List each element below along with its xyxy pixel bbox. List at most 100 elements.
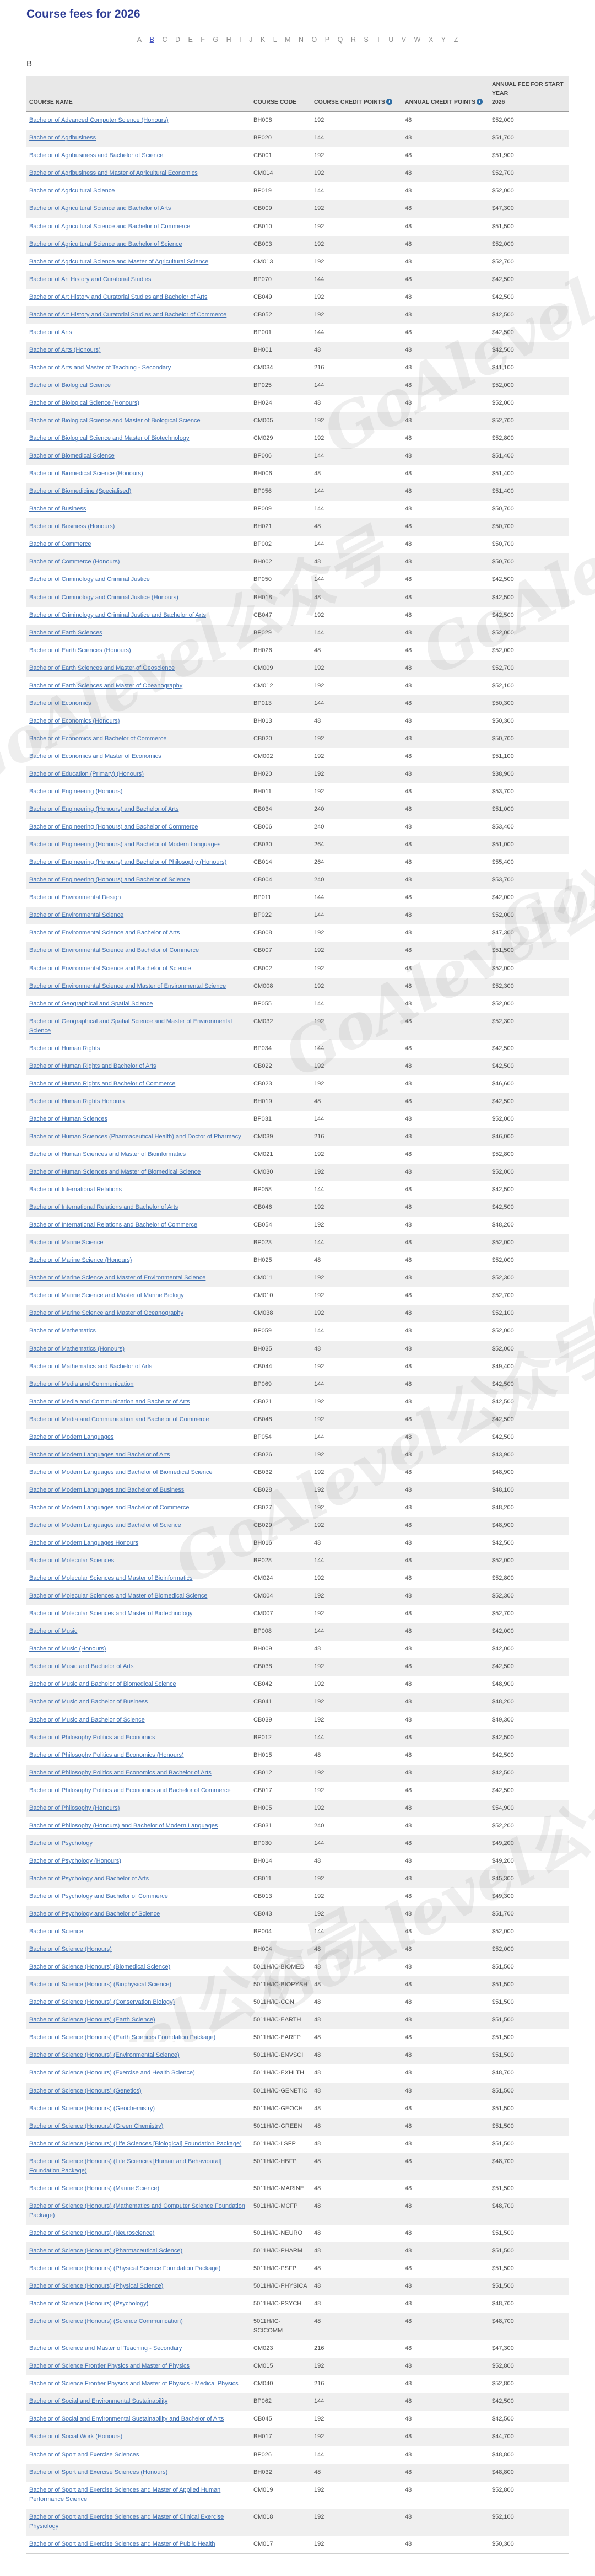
course-link[interactable]: Bachelor of Molecular Sciences and Maste… xyxy=(29,1575,193,1582)
course-link[interactable]: Bachelor of Music and Bachelor of Busine… xyxy=(29,1698,148,1706)
course-link[interactable]: Bachelor of Human Rights Honours xyxy=(29,1098,125,1105)
course-link[interactable]: Bachelor of Science (Honours) (Physical … xyxy=(29,2283,164,2290)
course-link[interactable]: Bachelor of Sport and Exercise Sciences … xyxy=(29,2540,215,2547)
course-link[interactable]: Bachelor of Engineering (Honours) and Ba… xyxy=(29,876,190,884)
course-link[interactable]: Bachelor of Modern Languages and Bachelo… xyxy=(29,1522,181,1529)
alphabet-letter-link[interactable]: S xyxy=(364,36,369,44)
course-link[interactable]: Bachelor of Science (Honours) (Neuroscie… xyxy=(29,2229,155,2236)
course-link[interactable]: Bachelor of Agricultural Science and Mas… xyxy=(29,258,209,265)
course-link[interactable]: Bachelor of Criminology and Criminal Jus… xyxy=(29,611,206,619)
course-link[interactable]: Bachelor of Mathematics (Honours) xyxy=(29,1345,125,1352)
course-link[interactable]: Bachelor of Philosophy Politics and Econ… xyxy=(29,1734,155,1741)
course-link[interactable]: Bachelor of Biomedical Science (Honours) xyxy=(29,470,143,477)
course-link[interactable]: Bachelor of Human Rights and Bachelor of… xyxy=(29,1062,156,1069)
course-link[interactable]: Bachelor of Psychology and Bachelor of C… xyxy=(29,1892,168,1900)
course-link[interactable]: Bachelor of Arts xyxy=(29,329,72,336)
course-link[interactable]: Bachelor of Environmental Science and Ba… xyxy=(29,965,191,972)
course-link[interactable]: Bachelor of Science (Honours) (Earth Sci… xyxy=(29,2016,155,2024)
course-link[interactable]: Bachelor of Earth Sciences (Honours) xyxy=(29,647,131,654)
alphabet-letter-link[interactable]: L xyxy=(273,36,277,44)
alphabet-letter-link[interactable]: K xyxy=(260,36,266,44)
course-link[interactable]: Bachelor of Sport and Exercise Sciences xyxy=(29,2451,139,2458)
course-link[interactable]: Bachelor of Science (Honours) xyxy=(29,1946,112,1953)
course-link[interactable]: Bachelor of Music (Honours) xyxy=(29,1645,106,1653)
course-link[interactable]: Bachelor of Science (Honours) (Environme… xyxy=(29,2052,180,2059)
alphabet-letter-link[interactable]: D xyxy=(175,36,180,44)
course-link[interactable]: Bachelor of Economics (Honours) xyxy=(29,717,120,724)
course-link[interactable]: Bachelor of Marine Science and Master of… xyxy=(29,1310,184,1317)
course-link[interactable]: Bachelor of Psychology xyxy=(29,1840,93,1847)
course-link[interactable]: Bachelor of Philosophy Politics and Econ… xyxy=(29,1751,184,1758)
course-link[interactable]: Bachelor of Music and Bachelor of Scienc… xyxy=(29,1716,145,1723)
alphabet-letter-link[interactable]: C xyxy=(162,36,167,44)
course-link[interactable]: Bachelor of Modern Languages and Bachelo… xyxy=(29,1486,185,1493)
course-link[interactable]: Bachelor of Human Rights xyxy=(29,1045,100,1052)
alphabet-letter-link[interactable]: E xyxy=(188,36,193,44)
course-link[interactable]: Bachelor of Science (Honours) (Life Scie… xyxy=(29,2158,222,2174)
course-link[interactable]: Bachelor of Commerce xyxy=(29,541,91,548)
course-link[interactable]: Bachelor of Geographical and Spatial Sci… xyxy=(29,1018,232,1034)
course-link[interactable]: Bachelor of Mathematics and Bachelor of … xyxy=(29,1363,153,1370)
course-link[interactable]: Bachelor of Criminology and Criminal Jus… xyxy=(29,576,150,583)
alphabet-letter-link[interactable]: V xyxy=(401,36,407,44)
course-link[interactable]: Bachelor of Economics xyxy=(29,700,91,707)
course-link[interactable]: Bachelor of Marine Science and Master of… xyxy=(29,1274,206,1282)
course-link[interactable]: Bachelor of Science Frontier Physics and… xyxy=(29,2380,239,2387)
alphabet-letter-link[interactable]: F xyxy=(201,36,205,44)
course-link[interactable]: Bachelor of Molecular Sciences and Maste… xyxy=(29,1593,208,1600)
course-link[interactable]: Bachelor of International Relations xyxy=(29,1186,122,1193)
course-link[interactable]: Bachelor of Music and Bachelor of Biomed… xyxy=(29,1681,176,1688)
course-link[interactable]: Bachelor of Art History and Curatorial S… xyxy=(29,311,227,318)
course-link[interactable]: Bachelor of Engineering (Honours) and Ba… xyxy=(29,859,227,866)
course-link[interactable]: Bachelor of Science (Honours) (Biophysic… xyxy=(29,1981,172,1988)
alphabet-letter-link[interactable]: Z xyxy=(453,36,458,44)
course-link[interactable]: Bachelor of Molecular Sciences xyxy=(29,1557,115,1564)
course-link[interactable]: Bachelor of Psychology and Bachelor of S… xyxy=(29,1911,160,1918)
course-link[interactable]: Bachelor of Science (Honours) (Genetics) xyxy=(29,2087,142,2094)
course-link[interactable]: Bachelor of Geographical and Spatial Sci… xyxy=(29,1000,153,1007)
course-link[interactable]: Bachelor of Sport and Exercise Sciences … xyxy=(29,2513,224,2530)
course-link[interactable]: Bachelor of Economics and Master of Econ… xyxy=(29,752,161,760)
course-link[interactable]: Bachelor of Agribusiness xyxy=(29,135,96,142)
course-link[interactable]: Bachelor of Philosophy (Honours) xyxy=(29,1804,120,1811)
course-link[interactable]: Bachelor of Advanced Computer Science (H… xyxy=(29,117,169,124)
alphabet-letter-link[interactable]: J xyxy=(249,36,253,44)
course-link[interactable]: Bachelor of Biological Science xyxy=(29,381,111,389)
course-link[interactable]: Bachelor of Science (Honours) (Exercise … xyxy=(29,2069,195,2077)
course-link[interactable]: Bachelor of Human Rights and Bachelor of… xyxy=(29,1080,176,1087)
course-link[interactable]: Bachelor of Modern Languages and Bachelo… xyxy=(29,1469,213,1476)
course-link[interactable]: Bachelor of Mathematics xyxy=(29,1327,96,1335)
course-link[interactable]: Bachelor of Biological Science and Maste… xyxy=(29,435,190,442)
alphabet-letter-link[interactable]: G xyxy=(213,36,219,44)
course-link[interactable]: Bachelor of Agricultural Science and Bac… xyxy=(29,240,182,248)
course-link[interactable]: Bachelor of Engineering (Honours) and Ba… xyxy=(29,806,179,813)
alphabet-letter-link[interactable]: Y xyxy=(441,36,446,44)
course-link[interactable]: Bachelor of Sport and Exercise Sciences … xyxy=(29,2469,168,2476)
course-link[interactable]: Bachelor of Engineering (Honours) and Ba… xyxy=(29,824,198,831)
course-link[interactable]: Bachelor of Art History and Curatorial S… xyxy=(29,276,152,283)
course-link[interactable]: Bachelor of Science (Honours) (Pharmaceu… xyxy=(29,2247,183,2254)
course-link[interactable]: Bachelor of Modern Languages and Bachelo… xyxy=(29,1451,170,1458)
course-link[interactable]: Bachelor of Engineering (Honours) xyxy=(29,788,123,795)
alphabet-letter-link[interactable]: B xyxy=(149,36,154,44)
course-link[interactable]: Bachelor of Business (Honours) xyxy=(29,523,115,530)
course-link[interactable]: Bachelor of Music and Bachelor of Arts xyxy=(29,1663,134,1670)
course-link[interactable]: Bachelor of Marine Science and Master of… xyxy=(29,1292,184,1299)
alphabet-letter-link[interactable]: U xyxy=(388,36,394,44)
course-link[interactable]: Bachelor of Business xyxy=(29,505,86,513)
course-link[interactable]: Bachelor of Science (Honours) (Conservat… xyxy=(29,1999,175,2006)
course-link[interactable]: Bachelor of Commerce (Honours) xyxy=(29,558,120,566)
course-link[interactable]: Bachelor of Education (Primary) (Honours… xyxy=(29,770,144,777)
course-link[interactable]: Bachelor of Media and Communication and … xyxy=(29,1416,209,1423)
course-link[interactable]: Bachelor of Agricultural Science xyxy=(29,187,115,195)
alphabet-letter-link[interactable]: A xyxy=(137,36,142,44)
alphabet-letter-link[interactable]: O xyxy=(311,36,317,44)
course-link[interactable]: Bachelor of Science (Honours) (Green Che… xyxy=(29,2122,164,2129)
course-link[interactable]: Bachelor of Biological Science and Maste… xyxy=(29,417,201,424)
course-link[interactable]: Bachelor of Social and Environmental Sus… xyxy=(29,2416,224,2423)
course-link[interactable]: Bachelor of Economics and Bachelor of Co… xyxy=(29,735,167,742)
course-link[interactable]: Bachelor of Science (Honours) (Science C… xyxy=(29,2318,183,2325)
course-link[interactable]: Bachelor of Engineering (Honours) and Ba… xyxy=(29,841,221,848)
course-link[interactable]: Bachelor of Arts (Honours) xyxy=(29,346,101,353)
course-link[interactable]: Bachelor of Agricultural Science and Bac… xyxy=(29,205,171,212)
